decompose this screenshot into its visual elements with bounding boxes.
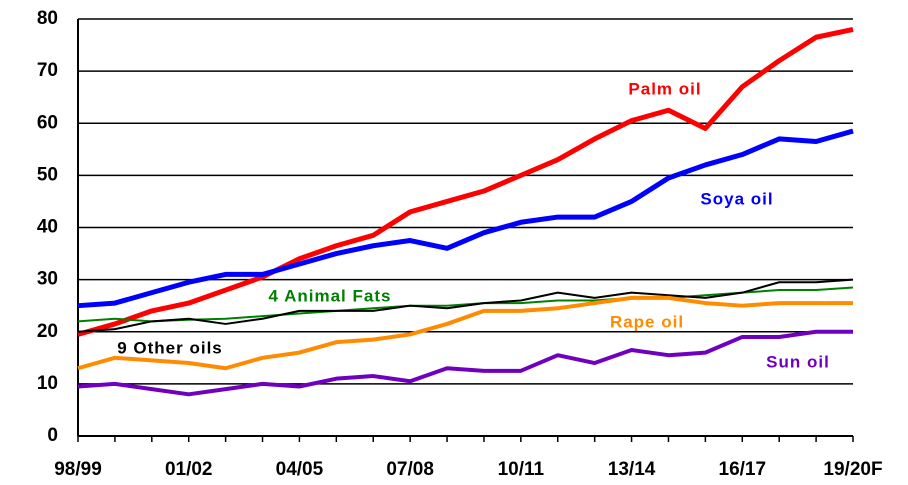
x-tick-label: 13/14 [608,459,656,480]
y-tick-label: 80 [37,8,58,29]
series-label: Soya oil [700,189,773,208]
series-label: 9 Other oils [117,338,223,357]
y-tick-label: 40 [37,217,58,238]
y-tick-label: 0 [47,425,58,446]
y-tick-label: 20 [37,321,58,342]
series-line [77,286,854,323]
series-label: Sun oil [766,352,830,371]
y-tick-label: 10 [37,373,58,394]
series-line [77,295,853,371]
y-tick-label: 30 [37,269,58,290]
y-tick-label: 60 [37,112,58,133]
series-line [77,329,853,397]
x-tick-label: 16/17 [719,459,767,480]
x-tick-label: 98/99 [54,459,102,480]
x-tick-label: 07/08 [386,459,434,480]
series-line [77,128,854,309]
x-tick-label: 04/05 [276,459,324,480]
series-label: Rape oil [610,312,684,331]
series-label: 4 Animal Fats [269,286,392,305]
series-line [77,278,854,333]
y-tick-label: 70 [37,60,58,81]
x-tick-label: 10/11 [498,459,545,480]
series-label: Palm oil [628,79,701,98]
y-tick-label: 50 [37,164,58,185]
x-tick-label: 19/20F [823,459,882,480]
series-line [77,26,854,337]
x-tick-label: 01/02 [165,459,213,480]
